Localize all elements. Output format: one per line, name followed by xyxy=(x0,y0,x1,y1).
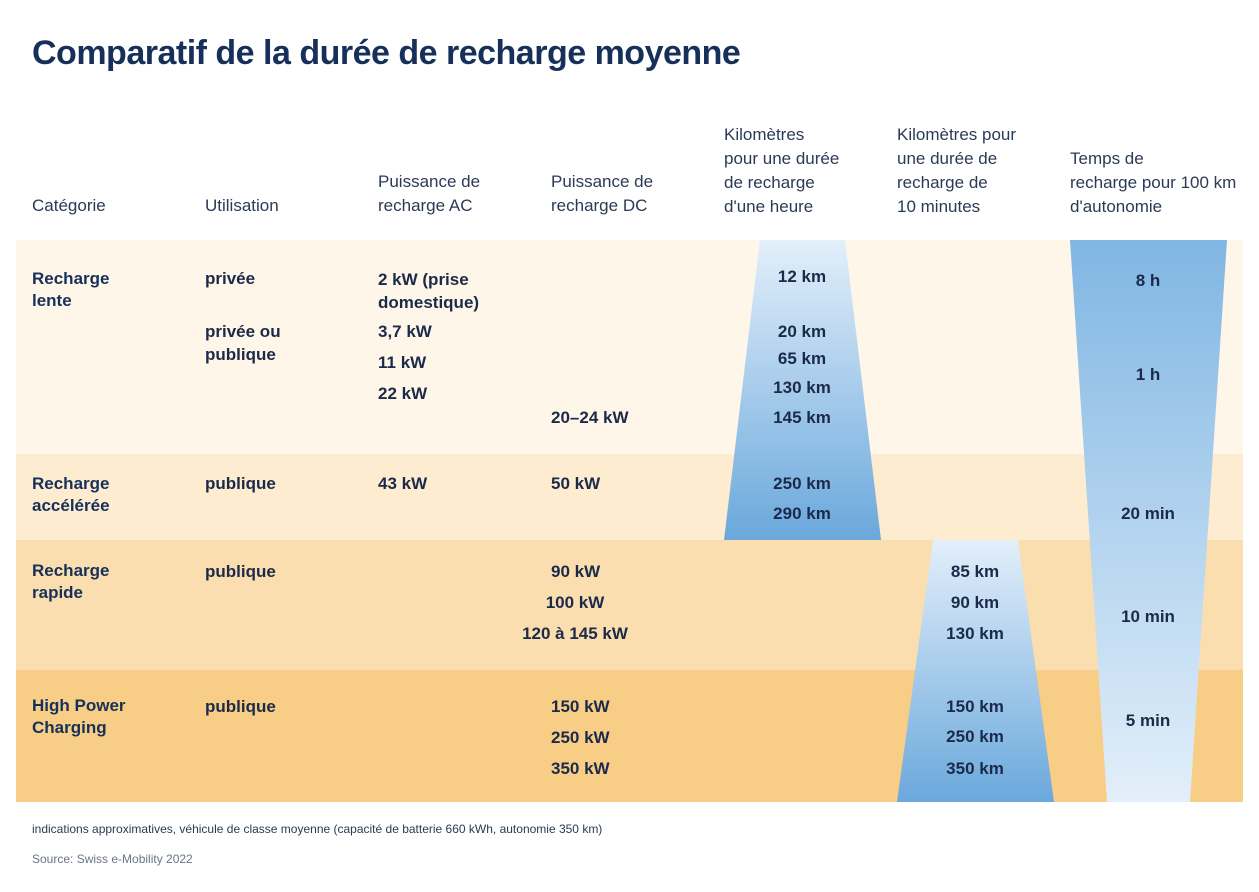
km-10min-hpc-3: 350 km xyxy=(946,759,1004,778)
source-note: Source: Swiss e-Mobility 2022 xyxy=(32,852,193,866)
header-categorie: Catégorie xyxy=(32,196,106,215)
header-utilisation: Utilisation xyxy=(205,196,279,215)
utilisation-acceleree: publique xyxy=(205,474,276,493)
km-10min-hpc-2: 250 km xyxy=(946,727,1004,746)
utilisation-lente-1: privée xyxy=(205,269,256,288)
page-title: Comparatif de la durée de recharge moyen… xyxy=(32,34,741,72)
dc-hpc-2: 250 kW xyxy=(551,728,610,747)
km-10min-rapide-2: 90 km xyxy=(950,593,1000,612)
dc-rapide-3: 120 à 145 kW xyxy=(522,624,628,643)
ac-lente-2: 3,7 kW xyxy=(378,322,432,341)
temps-acceleree: 20 min xyxy=(1121,504,1175,523)
utilisation-rapide: publique xyxy=(205,562,276,581)
ac-lente-3: 11 kW xyxy=(378,353,427,372)
temps-hpc: 5 min xyxy=(1125,711,1171,730)
row-band-rapide xyxy=(16,540,1243,670)
header-dc: Puissance de recharge DC xyxy=(551,172,654,215)
km-heure-lente-1: 12 km xyxy=(777,267,827,286)
km-heure-lente-5: 145 km xyxy=(773,408,831,427)
category-rapide: Recharge rapide xyxy=(32,561,110,602)
dc-hpc-3: 350 kW xyxy=(551,759,610,778)
utilisation-hpc: publique xyxy=(205,697,276,716)
temps-lente-2: 1 h xyxy=(1135,365,1161,384)
km-heure-lente-2: 20 km xyxy=(777,322,827,341)
bar-km-10min xyxy=(897,540,1054,802)
km-10min-hpc-1: 150 km xyxy=(946,697,1004,716)
km-heure-lente-4: 130 km xyxy=(773,378,831,397)
km-heure-lente-3: 65 km xyxy=(777,349,827,368)
bar-km-heure xyxy=(724,240,881,540)
km-10min-rapide-3: 130 km xyxy=(946,624,1004,643)
header-km-heure: Kilomètres pour une durée de recharge d'… xyxy=(724,125,840,216)
header-ac: Puissance de recharge AC xyxy=(378,172,481,215)
ac-lente-4: 22 kW xyxy=(378,384,428,403)
ac-lente-1: 2 kW (prise domestique) xyxy=(378,270,480,312)
header-km-10min: Kilomètres pour une durée de recharge de… xyxy=(897,125,1017,216)
dc-acceleree: 50 kW xyxy=(551,474,601,493)
dc-hpc-1: 150 kW xyxy=(551,697,610,716)
category-lente: Recharge lente xyxy=(32,269,110,310)
category-hpc: High Power Charging xyxy=(32,696,126,737)
category-acceleree: Recharge accélérée xyxy=(32,474,110,515)
temps-rapide: 10 min xyxy=(1121,607,1175,626)
km-10min-rapide-1: 85 km xyxy=(950,562,1000,581)
row-band-lente xyxy=(16,240,1243,454)
dc-rapide-2: 100 kW xyxy=(545,593,605,612)
ac-acceleree: 43 kW xyxy=(378,474,428,493)
utilisation-lente-2: privée ou publique xyxy=(205,322,281,364)
dc-lente-1: 20–24 kW xyxy=(551,408,629,427)
km-heure-acceleree-1: 250 km xyxy=(773,474,831,493)
temps-lente-1: 8 h xyxy=(1135,271,1161,290)
bar-temps xyxy=(1070,240,1227,802)
km-heure-acceleree-2: 290 km xyxy=(773,504,831,523)
row-band-acceleree xyxy=(16,454,1243,540)
dc-rapide-1: 90 kW xyxy=(551,562,601,581)
header-temps: Temps de recharge pour 100 km d'autonomi… xyxy=(1070,149,1237,216)
footnote: indications approximatives, véhicule de … xyxy=(32,822,603,836)
